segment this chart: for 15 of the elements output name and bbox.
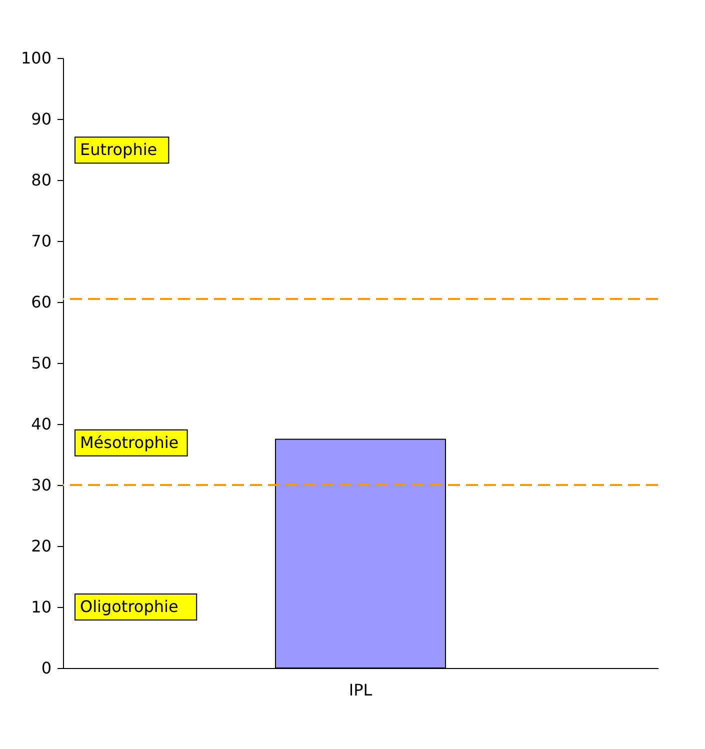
annotation: Oligotrophie: [80, 597, 178, 616]
y-tick-label: 50: [31, 354, 52, 372]
y-tick-label: 90: [31, 110, 52, 128]
annotation: Mésotrophie: [80, 432, 179, 452]
y-tick-label: 80: [31, 170, 52, 190]
y-tick-label: 40: [31, 414, 52, 434]
y-tick-label: 30: [31, 476, 52, 494]
y-tick-label: 60: [31, 292, 52, 312]
y-tick-label: 0: [41, 658, 52, 678]
y-tick-label: 20: [31, 536, 52, 556]
x-tick-label: IPL: [348, 680, 372, 700]
y-tick-label: 100: [20, 48, 52, 68]
y-tick-label: 70: [31, 232, 52, 250]
y-tick-label: 10: [31, 598, 52, 616]
annotation: Eutrophie: [80, 140, 158, 160]
